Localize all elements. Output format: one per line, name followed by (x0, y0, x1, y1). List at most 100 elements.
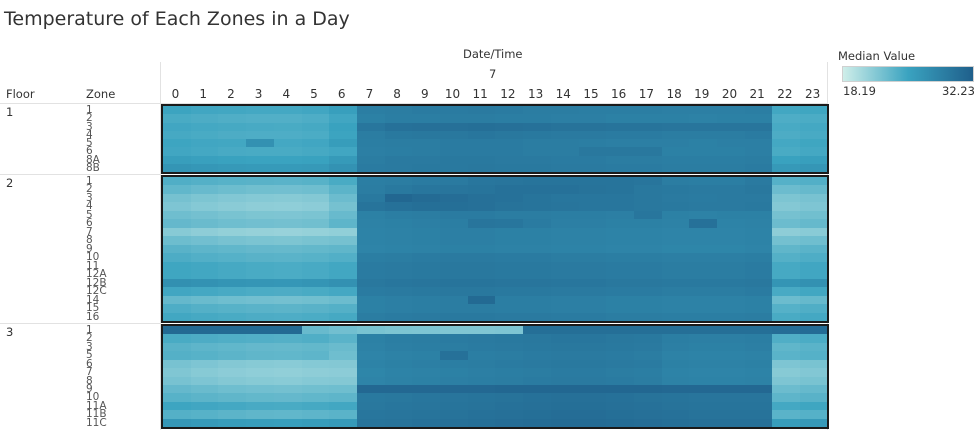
heatmap-cell (523, 334, 552, 344)
heatmap-cell (384, 202, 413, 212)
heatmap-cell (661, 384, 690, 394)
heatmap-cell (273, 312, 303, 321)
heatmap-cell (495, 185, 524, 195)
heatmap-cell (218, 244, 247, 254)
heatmap-cell (440, 295, 469, 305)
hour-label: 15 (583, 87, 599, 101)
heatmap-cell (523, 210, 552, 220)
heatmap-cell (356, 236, 386, 246)
zone-label: 10 (86, 251, 100, 264)
zone-label: 15 (86, 302, 100, 315)
heatmap-cell (523, 106, 552, 115)
heatmap-cell (356, 312, 386, 321)
heatmap-cell (440, 202, 469, 212)
floor-header: Floor (6, 87, 35, 101)
heatmap-cell (606, 393, 635, 403)
heatmap-cell (163, 342, 192, 352)
heatmap-cell (384, 236, 413, 246)
heatmap-cell (273, 287, 303, 297)
heatmap-cell (661, 342, 690, 352)
heatmap-cell (384, 163, 413, 172)
heatmap-cell (190, 261, 219, 271)
heatmap-cell (384, 287, 413, 297)
heatmap-cell (356, 177, 386, 187)
zone-label: 10 (86, 391, 100, 404)
heatmap-cell (689, 368, 718, 378)
heatmap-cell (661, 155, 690, 165)
heatmap-cell (218, 139, 247, 148)
zone-label: 12A (86, 268, 107, 281)
heatmap-cell (440, 342, 469, 352)
heatmap-cell (384, 177, 413, 187)
heatmap-cell (606, 177, 635, 187)
heatmap-cell (578, 278, 607, 288)
heatmap-cell (717, 202, 746, 212)
heatmap-cell (190, 384, 219, 394)
heatmap-cell (550, 130, 580, 140)
heatmap-cell (467, 312, 496, 321)
heatmap-cell (606, 312, 635, 321)
heatmap-cell (384, 210, 413, 220)
heatmap-cell (495, 177, 524, 187)
heatmap-cell (800, 130, 827, 140)
heatmap-cell (689, 359, 718, 369)
heatmap-cell (550, 227, 580, 237)
heatmap-cell (523, 202, 552, 212)
heatmap-cell (412, 130, 441, 140)
heatmap-cell (246, 130, 275, 140)
heatmap-cell (661, 326, 690, 336)
heatmap-cell (467, 139, 496, 148)
heatmap-cell (273, 253, 303, 263)
heatmap-cell (606, 295, 635, 305)
heatmap-cell (246, 295, 275, 305)
heatmap-cell (495, 122, 524, 132)
heatmap-cell (301, 376, 330, 386)
heatmap-cell (523, 270, 552, 280)
heatmap-cell (578, 130, 607, 140)
heatmap-cell (495, 326, 524, 336)
heatmap-cell (550, 244, 580, 254)
heatmap-cell (440, 334, 469, 344)
heatmap-cell (218, 312, 247, 321)
heatmap-cell (356, 139, 386, 148)
heatmap-cell (218, 278, 247, 288)
heatmap-cell (246, 210, 275, 220)
legend-title: Median Value (838, 49, 916, 63)
heatmap-cell (550, 342, 580, 352)
heatmap-cell (190, 202, 219, 212)
heatmap-cell (633, 270, 663, 280)
heatmap-cell (661, 236, 690, 246)
heatmap-cell (412, 351, 441, 361)
heatmap-cell (218, 270, 247, 280)
heatmap-cell (440, 287, 469, 297)
heatmap-cell (467, 219, 496, 229)
zone-label: 11B (86, 408, 107, 421)
heatmap-cell (800, 342, 827, 352)
heatmap-cell (633, 278, 663, 288)
hour-label: 22 (777, 87, 793, 101)
heatmap-cell (412, 342, 441, 352)
heatmap-cell (190, 287, 219, 297)
heatmap-cell (744, 376, 773, 386)
heatmap-cell (606, 106, 635, 115)
zone-label: 4 (86, 128, 93, 141)
heatmap-cell (495, 295, 524, 305)
heatmap-cell (329, 210, 358, 220)
heatmap-cell (218, 227, 247, 237)
heatmap-cell (744, 326, 773, 336)
heatmap-cell (495, 304, 524, 314)
heatmap-cell (218, 147, 247, 157)
heatmap-cell (550, 368, 580, 378)
zone-label: 5 (86, 349, 93, 362)
heatmap-cell (329, 342, 358, 352)
heatmap-cell (606, 342, 635, 352)
heatmap-cell (661, 122, 690, 132)
heatmap-cell (467, 155, 496, 165)
heatmap-cell (717, 287, 746, 297)
heatmap-cell (384, 418, 413, 427)
heatmap-cell (440, 114, 469, 124)
heatmap-cell (744, 295, 773, 305)
heatmap-cell (273, 177, 303, 187)
heatmap-cell (246, 270, 275, 280)
heatmap-cell (301, 359, 330, 369)
